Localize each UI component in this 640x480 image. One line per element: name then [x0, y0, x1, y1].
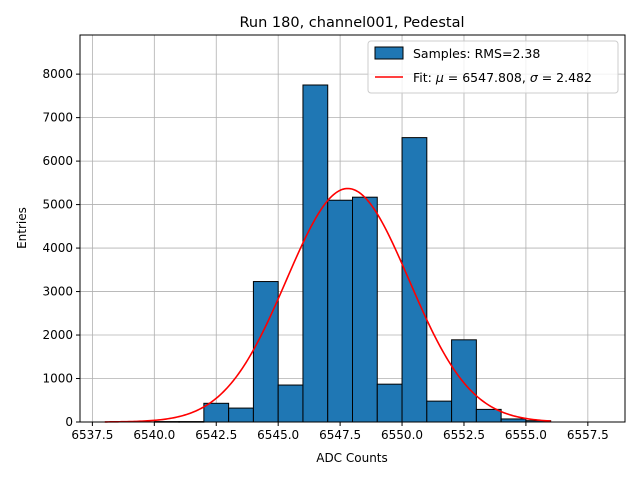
y-tick-label: 8000: [42, 67, 73, 81]
histogram-bar: [451, 339, 477, 423]
y-tick-label: 0: [65, 415, 73, 429]
x-tick-label: 6547.5: [319, 428, 361, 442]
y-tick-label: 7000: [42, 111, 73, 125]
legend-label-fit: Fit: μ = 6547.808, σ = 2.482: [413, 70, 592, 85]
histogram-bar: [401, 137, 428, 423]
x-tick-label: 6557.5: [567, 428, 609, 442]
histogram-bar: [203, 402, 230, 423]
legend-label-histogram: Samples: RMS=2.38: [413, 46, 540, 61]
y-tick-label: 4000: [42, 241, 73, 255]
histogram-bar: [302, 84, 329, 423]
x-tick-label: 6542.5: [195, 428, 237, 442]
y-tick-label: 1000: [42, 372, 73, 386]
histogram-bar: [277, 384, 304, 423]
chart-title: Run 180, channel001, Pedestal: [239, 15, 464, 31]
x-tick-label: 6552.5: [443, 428, 485, 442]
y-tick-label: 3000: [42, 285, 73, 299]
y-tick-label: 5000: [42, 198, 73, 212]
x-tick-label: 6550.0: [381, 428, 423, 442]
histogram-bar: [252, 281, 279, 423]
fit-curve-layer: [104, 187, 551, 423]
histogram-bar: [327, 199, 353, 423]
y-tick-label: 6000: [42, 154, 73, 168]
y-axis-label: Entries: [15, 207, 29, 249]
x-tick-label: 6540.0: [133, 428, 175, 442]
x-tick-label: 6537.5: [71, 428, 113, 442]
x-tick-label: 6555.0: [505, 428, 547, 442]
fit-curve: [104, 187, 551, 423]
legend: Samples: RMS=2.38 Fit: μ = 6547.808, σ =…: [367, 40, 619, 94]
histogram-bar: [228, 407, 254, 423]
x-axis-label: ADC Counts: [316, 451, 388, 465]
legend-swatch-histogram: [374, 46, 404, 60]
legend-box: [367, 40, 619, 94]
y-tick-label: 2000: [42, 328, 73, 342]
histogram-bar: [426, 400, 453, 423]
histogram-bar: [352, 196, 378, 423]
x-tick-label: 6545.0: [257, 428, 299, 442]
histogram-bar: [376, 383, 403, 423]
y-axis-ticks: 0 1000 2000 3000 4000 5000 6000 7000 8000: [42, 67, 80, 429]
x-axis-ticks: 6537.5 6540.0 6542.5 6545.0 6547.5 6550.0 6552…: [71, 422, 609, 442]
histogram-bar: [475, 408, 502, 423]
plot-frame: [79, 34, 626, 423]
